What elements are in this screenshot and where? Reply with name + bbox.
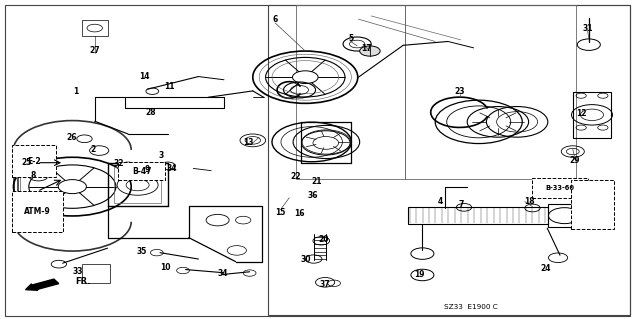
Bar	[408, 207, 548, 224]
Text: 34: 34	[218, 269, 228, 278]
Bar	[118, 162, 165, 180]
Text: B-47: B-47	[132, 167, 152, 176]
Bar	[571, 180, 614, 229]
Bar	[405, 5, 576, 179]
Text: 33: 33	[73, 267, 83, 276]
Circle shape	[360, 46, 380, 56]
Text: 26: 26	[67, 133, 77, 142]
Text: 17: 17	[361, 44, 371, 53]
Text: 16: 16	[294, 209, 305, 218]
Text: 3: 3	[159, 151, 164, 160]
Text: 35: 35	[137, 247, 147, 256]
Text: 8: 8	[31, 171, 36, 180]
Text: 6: 6	[273, 15, 278, 24]
Text: 22: 22	[291, 172, 301, 181]
Bar	[296, 5, 405, 179]
Bar	[82, 20, 108, 36]
Bar	[114, 167, 161, 203]
Text: 23: 23	[454, 87, 465, 96]
Text: 15: 15	[275, 208, 285, 217]
Text: 1: 1	[73, 87, 78, 96]
Bar	[573, 92, 611, 138]
Text: 19: 19	[414, 271, 424, 279]
Circle shape	[58, 180, 86, 194]
Text: 11: 11	[164, 82, 175, 91]
Bar	[548, 204, 581, 227]
Text: 5: 5	[348, 34, 353, 43]
Text: 10: 10	[160, 263, 170, 272]
Text: 27: 27	[90, 46, 100, 55]
Text: 18: 18	[525, 197, 535, 206]
Text: SZ33  E1900 C: SZ33 E1900 C	[444, 304, 497, 310]
Text: 37: 37	[320, 280, 330, 289]
Text: B-33-60: B-33-60	[545, 185, 575, 191]
Bar	[532, 178, 588, 198]
Text: 32: 32	[113, 159, 124, 168]
Text: 28: 28	[145, 108, 156, 117]
Bar	[12, 145, 56, 177]
Text: 25: 25	[22, 158, 32, 167]
Text: 7: 7	[458, 200, 463, 209]
Text: 9: 9	[145, 165, 150, 174]
Circle shape	[292, 71, 318, 84]
Text: 21: 21	[312, 177, 322, 186]
Text: 34: 34	[166, 164, 177, 173]
Bar	[82, 264, 110, 283]
Text: 12: 12	[576, 109, 586, 118]
Text: 24: 24	[540, 264, 550, 273]
Text: ATM-9: ATM-9	[24, 207, 51, 216]
Text: 13: 13	[243, 138, 253, 147]
Text: 29: 29	[570, 156, 580, 165]
FancyArrow shape	[26, 279, 59, 290]
Text: 30: 30	[301, 255, 311, 263]
Text: 36: 36	[307, 191, 317, 200]
Text: 14: 14	[139, 72, 149, 81]
Text: FR.: FR.	[76, 277, 91, 286]
Text: 2: 2	[90, 145, 95, 154]
Text: 31: 31	[582, 24, 593, 33]
Text: 20: 20	[318, 235, 328, 244]
Bar	[268, 5, 630, 315]
Text: 4: 4	[438, 197, 443, 206]
Text: E-2: E-2	[27, 157, 41, 166]
Bar	[12, 191, 63, 232]
